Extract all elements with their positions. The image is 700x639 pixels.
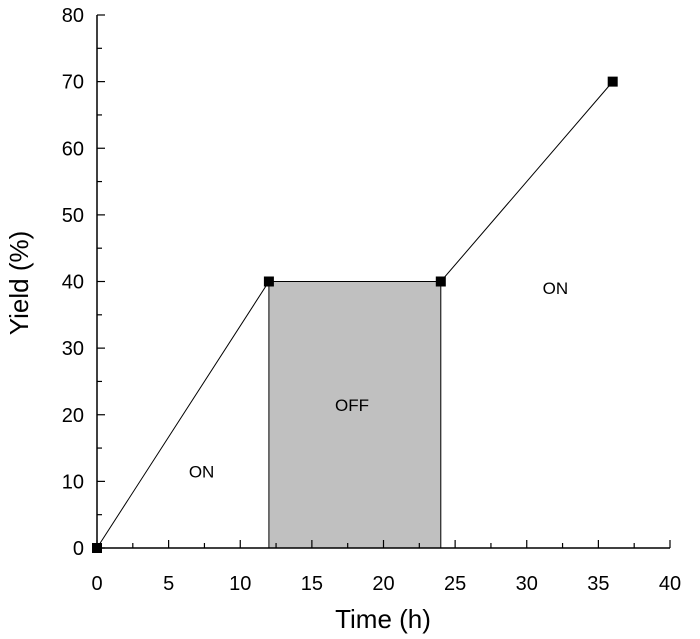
x-tick-label: 20	[372, 573, 394, 595]
region-annotation: ON	[189, 462, 215, 481]
region-annotation: ON	[543, 279, 569, 298]
x-tick-label: 10	[229, 573, 251, 595]
x-tick-label: 5	[163, 573, 174, 595]
data-point	[435, 276, 446, 287]
annotation-layer: ON OFF ON	[189, 279, 568, 481]
axes-layer: 0 5 10 15 20 25 30 35 40 0 10 20 30 40 50 60 70 80	[62, 5, 681, 595]
y-tick-label: 50	[62, 205, 84, 227]
off-region-layer	[268, 281, 442, 549]
data-point	[607, 76, 618, 87]
series-line	[96, 81, 614, 549]
y-axis-title: Yield (%)	[4, 231, 34, 336]
y-tick-label: 30	[62, 338, 84, 360]
y-tick-label: 60	[62, 138, 84, 160]
y-tick-label: 0	[73, 538, 84, 560]
data-point	[263, 276, 274, 287]
x-tick-label: 25	[444, 573, 466, 595]
x-tick-label: 40	[659, 573, 681, 595]
y-tick-label: 80	[62, 5, 84, 27]
x-tick-label: 15	[301, 573, 323, 595]
x-tick-label: 30	[516, 573, 538, 595]
y-tick-label: 40	[62, 272, 84, 294]
y-tick-label: 70	[62, 72, 84, 94]
x-axis-title: Time (h)	[335, 604, 431, 634]
region-annotation: OFF	[335, 396, 369, 415]
x-tick-label: 0	[91, 573, 102, 595]
y-tick-label: 10	[62, 471, 84, 493]
x-tick-label: 35	[587, 573, 609, 595]
off-region	[268, 281, 442, 549]
y-tick-label: 20	[62, 405, 84, 427]
